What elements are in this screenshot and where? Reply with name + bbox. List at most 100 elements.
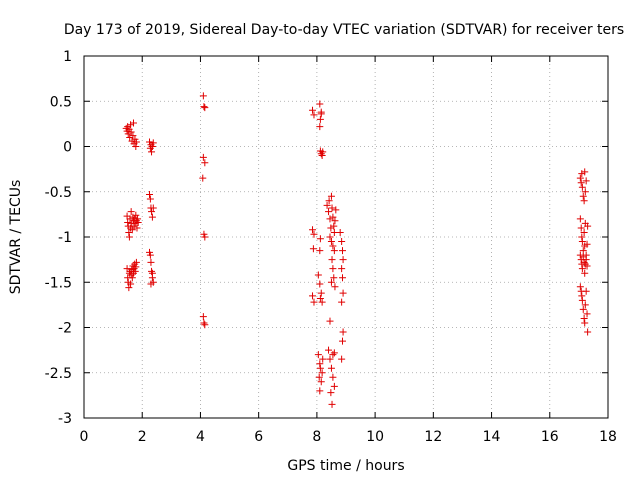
data-point [339, 247, 347, 255]
data-point [309, 292, 317, 300]
data-point [127, 280, 135, 288]
data-point [319, 355, 327, 363]
data-point [316, 360, 324, 368]
data-point [316, 280, 324, 288]
data-point [581, 301, 589, 309]
data-point [127, 121, 135, 129]
data-point [128, 226, 136, 234]
data-point [329, 351, 337, 359]
data-point [330, 222, 338, 230]
data-point [199, 92, 207, 100]
data-point [578, 170, 586, 178]
data-point [309, 245, 317, 253]
data-point [581, 319, 589, 327]
data-point [129, 132, 137, 140]
data-point [129, 213, 137, 221]
data-point [330, 349, 338, 357]
plot-frame [83, 55, 609, 419]
data-point [148, 208, 156, 216]
data-point [199, 174, 207, 182]
data-point [132, 138, 140, 146]
data-point [124, 130, 132, 138]
data-point [200, 103, 208, 111]
x-tick-label: 12 [424, 429, 442, 445]
y-tick-label: -1 [58, 230, 72, 246]
data-point [339, 328, 347, 336]
data-point [132, 211, 140, 219]
data-point [578, 238, 586, 246]
data-point [148, 148, 156, 156]
x-tick-label: 16 [541, 429, 559, 445]
data-point [125, 284, 133, 292]
data-point [584, 222, 592, 230]
x-tick-label: 10 [366, 429, 384, 445]
x-axis-label: GPS time / hours [287, 458, 404, 474]
data-point [134, 215, 142, 223]
x-tick-label: 4 [196, 429, 205, 445]
data-point [326, 317, 334, 325]
data-point [578, 233, 586, 241]
x-tick-label: 14 [483, 429, 501, 445]
data-point [576, 283, 584, 291]
data-point [310, 298, 318, 306]
data-point [578, 183, 586, 191]
data-point [331, 283, 339, 291]
data-point [134, 219, 142, 227]
data-point [339, 256, 347, 264]
y-tick-label: -0.5 [45, 185, 72, 201]
data-point [328, 204, 336, 212]
x-tick-label: 18 [599, 429, 617, 445]
data-point [318, 152, 326, 160]
data-point [127, 128, 135, 136]
data-point [132, 143, 140, 150]
data-point [332, 206, 340, 214]
data-point [581, 168, 589, 176]
data-point [148, 213, 156, 221]
data-point [580, 228, 588, 236]
data-point [310, 111, 318, 119]
x-tick-label: 2 [138, 429, 147, 445]
data-point [129, 269, 137, 277]
data-point [125, 233, 133, 241]
data-point [330, 247, 338, 255]
data-point [318, 298, 326, 306]
data-point [315, 373, 323, 381]
data-point [329, 373, 337, 381]
x-tick-label: 0 [80, 429, 89, 445]
data-point [126, 133, 134, 141]
data-point [327, 364, 335, 372]
data-point [326, 355, 334, 363]
y-tick-label: -1.5 [45, 275, 72, 291]
data-point [319, 148, 327, 156]
data-point [316, 247, 324, 255]
y-axis-label: SDTVAR / TECUs [8, 180, 24, 295]
data-point [338, 265, 346, 273]
x-tick-label: 6 [254, 429, 263, 445]
data-point [314, 351, 322, 359]
data-point [128, 274, 136, 282]
data-point [339, 274, 347, 282]
x-tick-label: 8 [312, 429, 321, 445]
y-tick-label: -3 [58, 411, 72, 427]
data-point [327, 192, 335, 200]
data-point [584, 328, 592, 336]
data-point [146, 195, 154, 203]
data-point [200, 319, 208, 327]
data-point [314, 271, 322, 279]
data-point [317, 150, 325, 158]
data-point [579, 305, 587, 313]
data-point [132, 263, 140, 271]
data-point [149, 204, 157, 212]
data-point [146, 190, 153, 198]
data-point [326, 215, 334, 223]
data-point [578, 265, 586, 273]
data-point [316, 364, 324, 372]
data-point [127, 208, 135, 216]
data-point [149, 139, 157, 147]
data-point [316, 115, 324, 123]
data-point [310, 230, 318, 238]
data-point [201, 321, 209, 329]
data-point [316, 235, 324, 243]
data-point [577, 224, 585, 232]
